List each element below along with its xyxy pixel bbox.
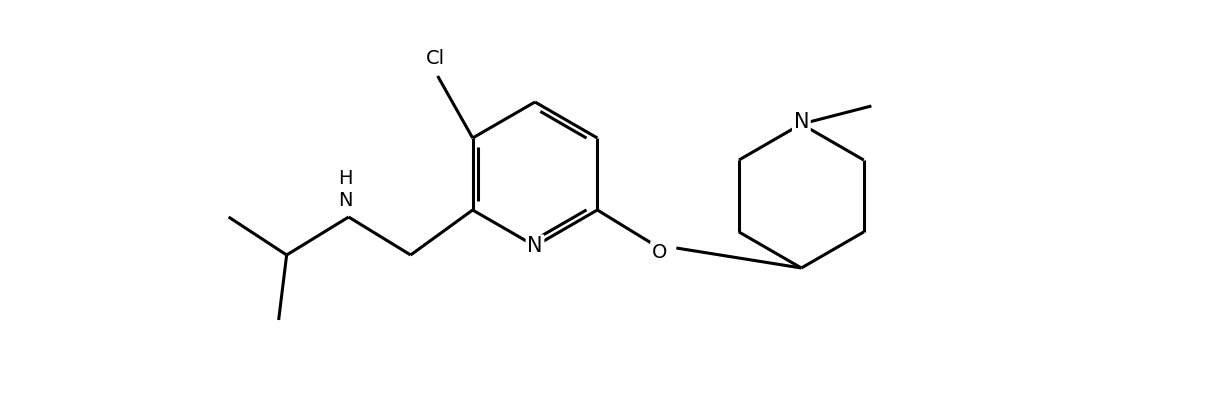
Text: N: N xyxy=(794,112,809,132)
Text: O: O xyxy=(652,243,667,261)
Text: N: N xyxy=(528,236,543,256)
Text: H
N: H N xyxy=(339,169,353,210)
Text: Cl: Cl xyxy=(426,49,445,67)
